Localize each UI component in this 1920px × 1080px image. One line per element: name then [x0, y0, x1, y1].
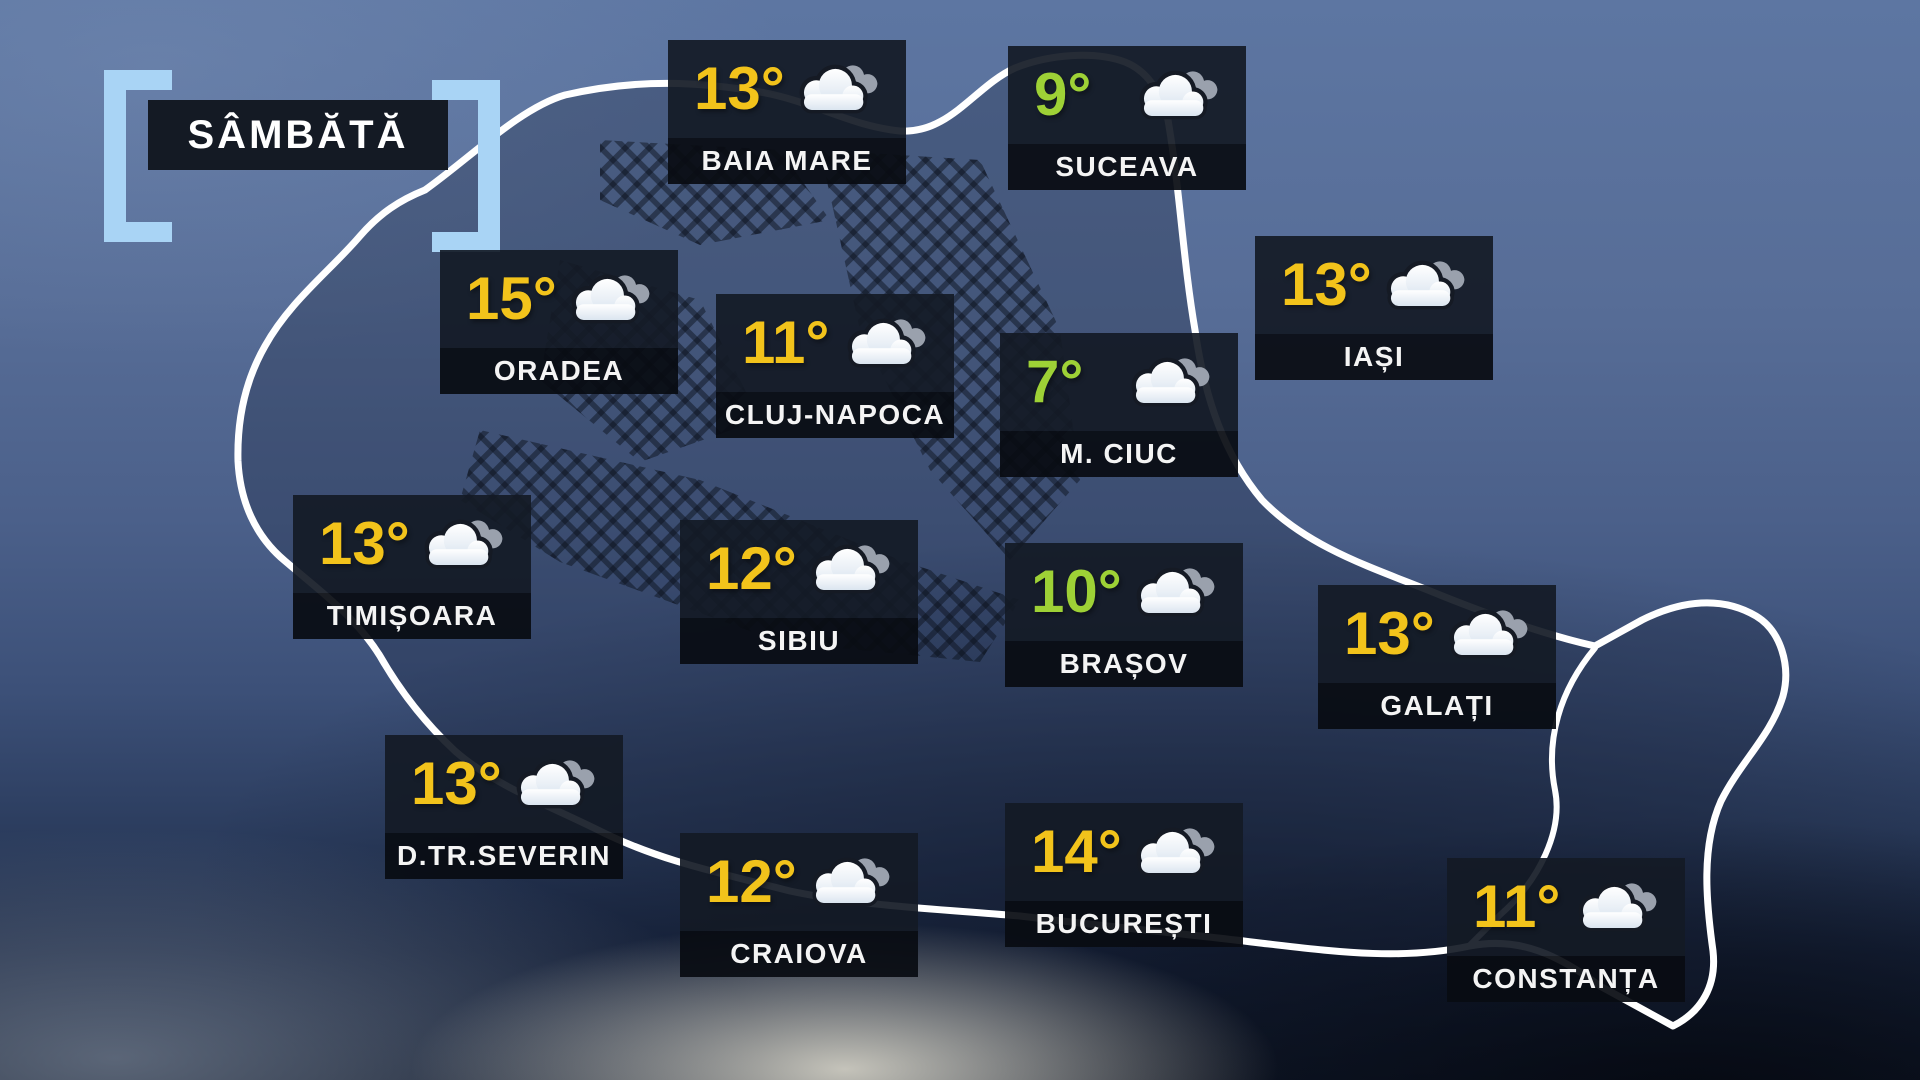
city-name: D.TR.SEVERIN [385, 833, 623, 879]
mostly-cloudy-icon [516, 759, 595, 809]
city-name: SIBIU [680, 618, 918, 664]
weather-card-oradea: 15° [440, 250, 678, 394]
mostly-cloudy-icon [847, 318, 926, 368]
city-name: CONSTANȚA [1447, 956, 1685, 1002]
weather-card-sibiu: 12° [680, 520, 918, 664]
weather-card-cluj-napoca: 11° [716, 294, 954, 438]
left-bracket-icon [104, 70, 172, 242]
mostly-cloudy-icon [811, 544, 890, 594]
weather-card-bra-ov: 10° [1005, 543, 1243, 687]
weather-card-m-ciuc: 7° [1000, 333, 1238, 477]
city-name: GALAȚI [1318, 683, 1556, 729]
city-name: BRAȘOV [1005, 641, 1243, 687]
temperature-value: 13° [1281, 251, 1372, 318]
card-temperature-row: 13° [668, 40, 906, 138]
mostly-cloudy-icon [1136, 567, 1215, 617]
temperature-value: 13° [411, 750, 502, 817]
mostly-cloudy-icon [811, 857, 890, 907]
weather-card-d-tr-severin: 13° [385, 735, 623, 879]
temperature-value: 12° [706, 535, 797, 602]
card-temperature-row: 13° [385, 735, 623, 833]
temperature-value: 12° [706, 848, 797, 915]
card-temperature-row: 7° [1000, 333, 1238, 431]
city-name: TIMIȘOARA [293, 593, 531, 639]
city-name: M. CIUC [1000, 431, 1238, 477]
card-temperature-row: 13° [1318, 585, 1556, 683]
mostly-cloudy-icon [1578, 882, 1657, 932]
city-name: BAIA MARE [668, 138, 906, 184]
city-name: IAȘI [1255, 334, 1493, 380]
weather-card-constan-a: 11° [1447, 858, 1685, 1002]
city-name: CRAIOVA [680, 931, 918, 977]
temperature-value: 13° [319, 510, 410, 577]
weather-card-timi-oara: 13° [293, 495, 531, 639]
weather-card-suceava: 9° [1008, 46, 1246, 190]
mostly-cloudy-icon [799, 64, 878, 114]
city-name: CLUJ-NAPOCA [716, 392, 954, 438]
mostly-cloudy-icon [1131, 357, 1210, 407]
mostly-cloudy-icon [571, 274, 650, 324]
card-temperature-row: 14° [1005, 803, 1243, 901]
day-label: SÂMBĂTĂ [148, 100, 448, 170]
card-temperature-row: 11° [1447, 858, 1685, 956]
weather-card-baia-mare: 13° [668, 40, 906, 184]
city-name: BUCUREȘTI [1005, 901, 1243, 947]
mostly-cloudy-icon [424, 519, 503, 569]
temperature-value: 11° [1473, 873, 1561, 940]
mostly-cloudy-icon [1386, 260, 1465, 310]
temperature-value: 13° [1344, 600, 1435, 667]
temperature-value: 14° [1031, 818, 1122, 885]
city-name: ORADEA [440, 348, 678, 394]
mostly-cloudy-icon [1139, 70, 1218, 120]
temperature-value: 10° [1031, 558, 1122, 625]
weather-card-ia-i: 13° [1255, 236, 1493, 380]
mostly-cloudy-icon [1136, 827, 1215, 877]
card-temperature-row: 13° [1255, 236, 1493, 334]
card-temperature-row: 10° [1005, 543, 1243, 641]
right-bracket-icon [432, 80, 500, 252]
temperature-value: 9° [1034, 61, 1092, 128]
card-temperature-row: 9° [1008, 46, 1246, 144]
temperature-value: 13° [694, 55, 785, 122]
weather-card-gala-i: 13° [1318, 585, 1556, 729]
card-temperature-row: 12° [680, 833, 918, 931]
card-temperature-row: 13° [293, 495, 531, 593]
temperature-value: 11° [742, 309, 830, 376]
city-name: SUCEAVA [1008, 144, 1246, 190]
weather-card-bucure-ti: 14° [1005, 803, 1243, 947]
weather-card-craiova: 12° [680, 833, 918, 977]
temperature-value: 15° [466, 265, 557, 332]
card-temperature-row: 12° [680, 520, 918, 618]
temperature-value: 7° [1026, 348, 1084, 415]
card-temperature-row: 11° [716, 294, 954, 392]
mostly-cloudy-icon [1449, 609, 1528, 659]
card-temperature-row: 15° [440, 250, 678, 348]
